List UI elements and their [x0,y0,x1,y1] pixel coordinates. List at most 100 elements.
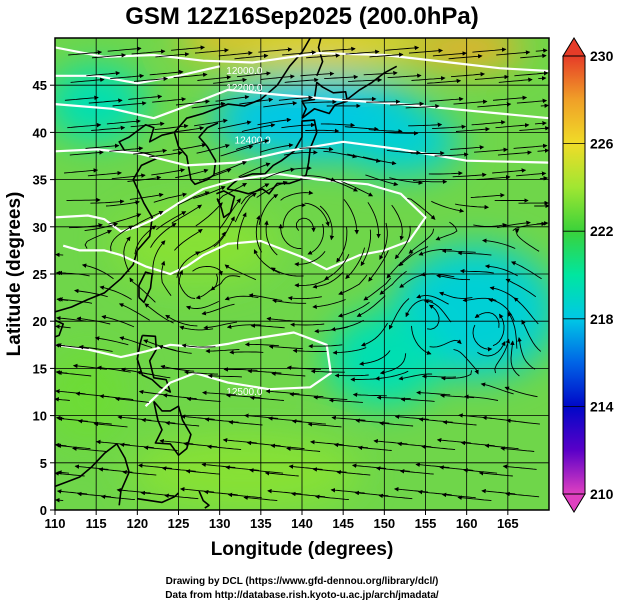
streamline [110,73,145,80]
streamline [264,220,278,256]
streamline [185,469,220,475]
streamline [72,446,107,452]
streamline [511,261,542,280]
streamline [476,175,511,181]
streamline [484,264,518,277]
contour-12400-mid [55,140,549,167]
streamline [492,95,528,101]
streamline [379,222,388,260]
streamline [264,470,299,477]
streamline [198,231,226,254]
streamline [498,77,533,83]
contour-label: 12000.0 [226,66,263,77]
streamline [363,277,392,301]
streamline [514,228,540,252]
contour-label: 12500.0 [226,387,263,398]
streamline [241,123,276,132]
streamline [505,278,537,298]
streamline [64,168,99,174]
streamline [310,369,345,374]
streamline [286,446,321,452]
x-tick-label: 155 [415,516,437,531]
streamline [91,125,126,131]
streamline [165,314,198,327]
streamline [538,76,547,81]
chart-title: GSM 12Z16Sep2025 (200.0hPa) [125,3,479,30]
streamline [421,374,457,379]
streamline [234,53,269,60]
streamline [427,304,440,330]
streamline [330,319,364,332]
streamline [239,97,274,105]
streamline [67,122,102,129]
streamline [387,73,422,79]
coast-halmahera [198,490,210,509]
streamline [429,96,464,102]
streamline [337,301,370,318]
streamline [55,471,85,477]
streamline [319,205,335,241]
streamline [210,275,241,291]
cool-pool-east [343,108,459,175]
coast-sakhalin [316,38,324,77]
streamline [434,152,469,157]
streamline [442,420,477,426]
streamline [510,340,520,377]
streamline [272,298,307,304]
streamline [294,251,326,267]
contour-12500-south [55,331,332,407]
streamline [405,104,440,109]
streamline [112,101,147,107]
streamline [411,76,446,81]
streamline [385,45,420,51]
x-tick-label: 140 [291,516,313,531]
streamline [534,121,547,126]
streamline [220,144,254,157]
streamline [379,353,407,375]
x-tick-label: 115 [86,516,107,531]
streamline [236,71,271,78]
streamline [155,52,190,58]
streamline [345,49,380,55]
streamline [195,202,223,227]
streamline [107,46,142,52]
streamline [457,495,492,502]
y-tick-label: 35 [33,173,47,188]
streamline [411,325,432,355]
streamline [367,202,381,239]
streamline [347,153,381,163]
streamline [386,149,421,155]
streamline [186,396,221,402]
streamline [416,294,449,305]
streamline [389,177,424,185]
streamline [91,53,127,59]
coast-visayas [153,400,192,457]
streamline [111,173,146,180]
colorbar-upper-triangle [562,37,586,57]
streamline [432,51,467,57]
streamline [55,397,70,402]
streamline [359,350,391,366]
streamline [507,311,518,349]
streamline [482,238,516,249]
streamline [88,98,123,104]
streamline [86,70,121,77]
streamline [323,150,358,159]
streamline [175,99,210,106]
x-axis-title: Longitude (degrees) [211,539,394,560]
streamline [127,175,162,182]
streamline [357,445,392,451]
streamline [365,174,399,187]
streamline [69,150,104,156]
streamline [191,101,226,109]
streamline [176,251,201,278]
streamline [171,204,203,224]
streamline [294,278,328,288]
streamline [235,139,270,150]
streamline [207,444,242,451]
streamline [536,221,549,226]
streamline [85,143,120,149]
streamline [149,69,184,76]
streamline [344,126,379,132]
x-tick-label: 120 [126,516,148,531]
